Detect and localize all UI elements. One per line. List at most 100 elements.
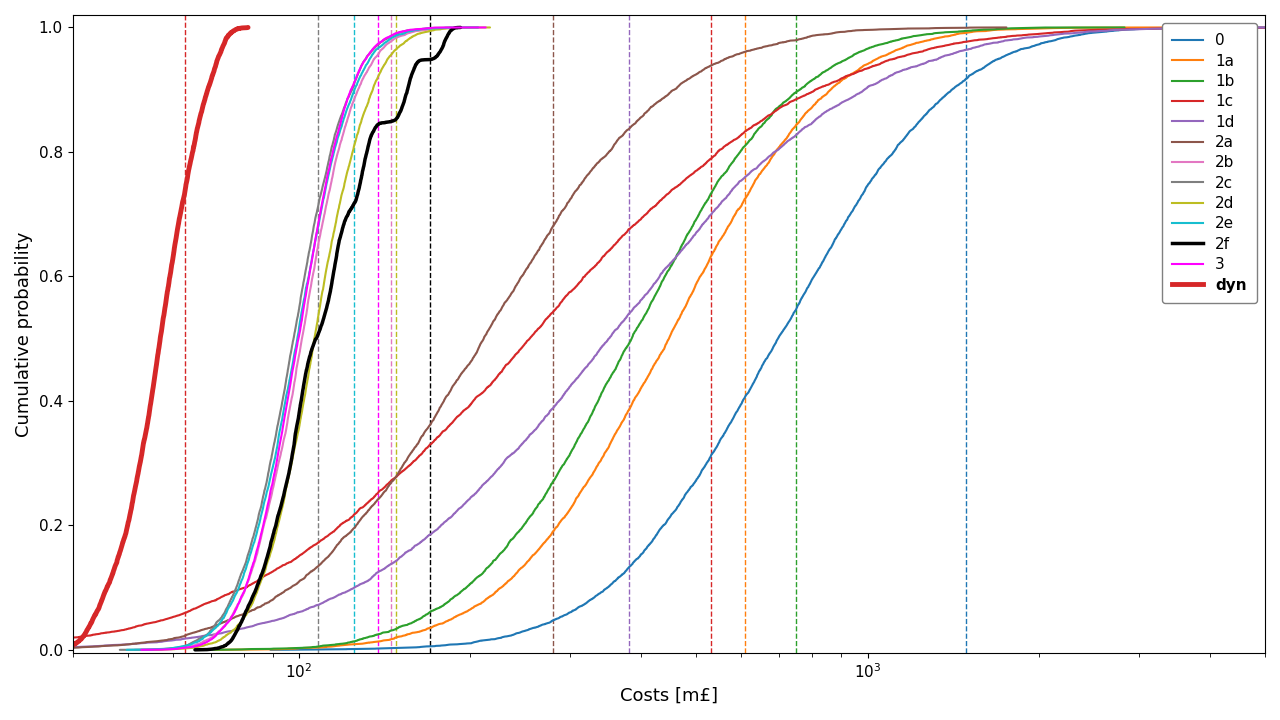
- 2e: [317, 184, 333, 193]
- 2a: [617, 128, 632, 137]
- 0: [550, 614, 566, 623]
- 2c: [323, 151, 338, 160]
- Line: 1b: 1b: [195, 27, 1125, 650]
- dyn: [123, 508, 138, 516]
- Legend: 0, 1a, 1b, 1c, 1d, 2a, 2b, 2c, 2d, 2e, 2f, 3, dyn: 0, 1a, 1b, 1c, 1d, 2a, 2b, 2c, 2d, 2e, 2…: [1161, 22, 1257, 303]
- 2b: [223, 614, 238, 623]
- 2e: [471, 23, 486, 32]
- Line: dyn: dyn: [73, 27, 248, 645]
- dyn: [161, 281, 177, 289]
- 1c: [266, 567, 282, 575]
- 1b: [654, 277, 669, 286]
- 1b: [730, 151, 745, 160]
- 2b: [453, 23, 468, 32]
- Line: 2a: 2a: [73, 27, 1006, 648]
- 2c: [470, 23, 485, 32]
- 2b: [323, 184, 338, 193]
- 2e: [325, 151, 340, 160]
- 2a: [609, 136, 625, 145]
- 2d: [344, 151, 360, 160]
- 1c: [264, 568, 279, 577]
- 1b: [669, 250, 685, 258]
- 0: [722, 420, 737, 429]
- dyn: [113, 547, 128, 556]
- 2c: [270, 420, 285, 429]
- 1c: [719, 140, 735, 149]
- dyn: [65, 641, 81, 649]
- dyn: [164, 261, 179, 269]
- 2f: [324, 277, 339, 286]
- 1d: [704, 209, 719, 217]
- 2e: [215, 614, 230, 623]
- 1d: [447, 509, 462, 518]
- 3: [301, 277, 316, 286]
- 2e: [305, 250, 320, 258]
- X-axis label: Costs [m£]: Costs [m£]: [620, 687, 718, 705]
- 2c: [212, 614, 228, 623]
- 2d: [316, 277, 332, 286]
- 1a: [765, 151, 781, 160]
- Line: 3: 3: [141, 27, 485, 650]
- 2d: [483, 23, 498, 32]
- 2f: [236, 614, 251, 623]
- 2e: [274, 420, 289, 429]
- 2f: [352, 184, 367, 193]
- 0: [858, 184, 873, 193]
- 0: [262, 646, 278, 654]
- 1a: [207, 646, 223, 654]
- 1d: [1015, 34, 1030, 42]
- 2a: [481, 324, 497, 333]
- 1d: [460, 497, 475, 505]
- 1b: [579, 420, 594, 429]
- Line: 2e: 2e: [127, 27, 479, 650]
- 2f: [289, 420, 305, 429]
- 1a: [613, 420, 628, 429]
- 3: [223, 614, 238, 623]
- 2f: [453, 23, 468, 32]
- 1d: [1277, 23, 1280, 32]
- dyn: [147, 368, 163, 377]
- 1d: [698, 217, 713, 226]
- 1b: [413, 614, 429, 623]
- 2d: [321, 250, 337, 258]
- 1a: [1161, 23, 1176, 32]
- 1b: [1117, 23, 1133, 32]
- Y-axis label: Cumulative probability: Cumulative probability: [15, 231, 33, 437]
- 2a: [476, 333, 492, 342]
- 0: [883, 151, 899, 160]
- 3: [133, 646, 148, 654]
- 2c: [113, 646, 128, 654]
- 2b: [308, 250, 324, 258]
- Line: 2f: 2f: [195, 27, 461, 650]
- 3: [275, 420, 291, 429]
- 2b: [279, 420, 294, 429]
- 0: [819, 250, 835, 258]
- 1b: [707, 184, 722, 193]
- dyn: [241, 23, 256, 32]
- Line: 2d: 2d: [155, 27, 490, 650]
- Line: 1d: 1d: [73, 27, 1280, 647]
- 2a: [998, 23, 1014, 32]
- 2b: [303, 277, 319, 286]
- Line: 0: 0: [270, 27, 1280, 650]
- 2a: [408, 442, 424, 451]
- 0: [804, 277, 819, 286]
- 2d: [236, 614, 251, 623]
- dyn: [140, 422, 155, 431]
- 2b: [127, 646, 142, 654]
- 1a: [445, 614, 461, 623]
- 1d: [1004, 36, 1019, 45]
- 2b: [329, 151, 344, 160]
- 2a: [460, 361, 475, 370]
- 1b: [187, 646, 202, 654]
- 2d: [147, 646, 163, 654]
- 1a: [744, 184, 759, 193]
- 2e: [300, 277, 315, 286]
- Line: 1a: 1a: [215, 27, 1169, 650]
- Line: 2b: 2b: [134, 27, 461, 650]
- 2f: [187, 646, 202, 654]
- 1a: [704, 250, 719, 258]
- 3: [305, 250, 320, 258]
- 2f: [329, 250, 344, 258]
- 2a: [65, 644, 81, 652]
